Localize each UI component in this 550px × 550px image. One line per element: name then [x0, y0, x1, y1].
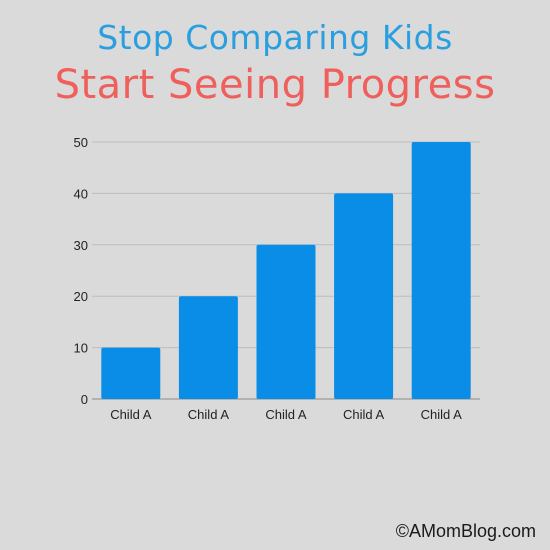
title-line-1: Stop Comparing Kids	[97, 18, 453, 57]
y-tick-label: 20	[74, 289, 88, 304]
x-axis-ticks: Child A Child A Child A Child A Child A	[110, 407, 462, 422]
bar	[334, 193, 394, 399]
y-tick-label: 10	[74, 341, 88, 356]
y-tick-label: 40	[74, 186, 88, 201]
y-tick-label: 50	[74, 135, 88, 150]
x-tick-label: Child A	[343, 407, 385, 422]
x-tick-label: Child A	[421, 407, 463, 422]
copyright-watermark: ©AMomBlog.com	[395, 521, 536, 541]
x-tick-label: Child A	[110, 407, 152, 422]
bar	[256, 244, 316, 399]
bar	[178, 296, 238, 399]
bar	[411, 142, 471, 399]
y-axis-ticks: 0 10 20 30 40 50	[74, 135, 88, 407]
y-tick-label: 0	[81, 392, 88, 407]
title-line-2: Start Seeing Progress	[54, 62, 496, 108]
bar	[101, 347, 161, 399]
y-tick-label: 30	[74, 238, 88, 253]
bars	[101, 142, 471, 399]
x-tick-label: Child A	[265, 407, 307, 422]
x-tick-label: Child A	[188, 407, 230, 422]
